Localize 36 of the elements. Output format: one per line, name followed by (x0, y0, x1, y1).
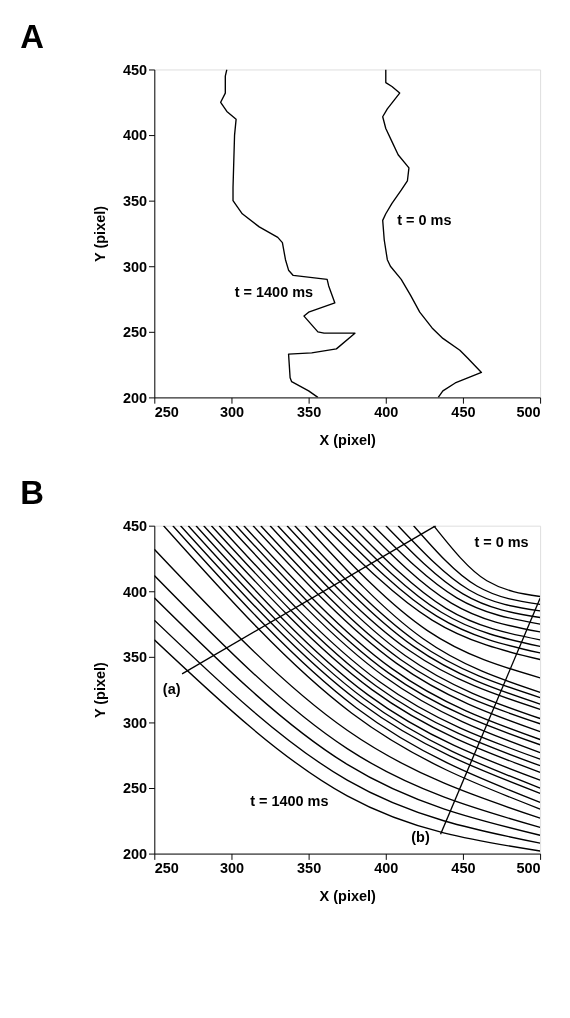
x-tick-label: 400 (374, 404, 399, 421)
y-tick-label: 250 (122, 324, 148, 341)
x-tick-label: 400 (374, 860, 399, 877)
x-tick-label: 350 (297, 860, 322, 877)
x-tick-label: 300 (219, 404, 245, 421)
x-tick-label: 250 (154, 404, 179, 421)
y-tick-label: 450 (122, 61, 148, 78)
x-tick-label: 350 (297, 404, 322, 421)
x-axis-title: X (pixel) (319, 888, 376, 905)
y-tick-label: 400 (122, 127, 148, 144)
y-tick-label: 450 (122, 517, 148, 534)
chart-title: B (20, 474, 44, 512)
x-tick-label: 500 (516, 860, 541, 877)
y-tick-label: 250 (122, 780, 148, 797)
annotation: t = 0 ms (474, 533, 529, 550)
annotation: t = 0 ms (397, 212, 452, 229)
x-tick-label: 250 (154, 860, 179, 877)
annotation: t = 1400 ms (234, 284, 314, 301)
x-tick-label: 300 (219, 860, 245, 877)
y-tick-label: 400 (122, 583, 148, 600)
y-tick-label: 200 (122, 389, 148, 406)
annotation: (a) (162, 681, 181, 698)
y-tick-label: 300 (122, 258, 148, 275)
y-tick-label: 350 (122, 649, 148, 666)
annotation: (b) (411, 829, 430, 846)
chart-title: A (20, 18, 44, 56)
x-axis-title: X (pixel) (319, 432, 376, 449)
y-tick-label: 300 (122, 714, 148, 731)
annotation: t = 1400 ms (250, 792, 329, 809)
y-tick-label: 200 (122, 845, 148, 862)
x-tick-label: 450 (451, 404, 476, 421)
y-axis-title: Y (pixel) (91, 661, 108, 719)
x-tick-label: 500 (516, 404, 541, 421)
y-axis-title: Y (pixel) (91, 205, 108, 262)
x-tick-label: 450 (451, 860, 476, 877)
y-tick-label: 350 (122, 192, 148, 209)
